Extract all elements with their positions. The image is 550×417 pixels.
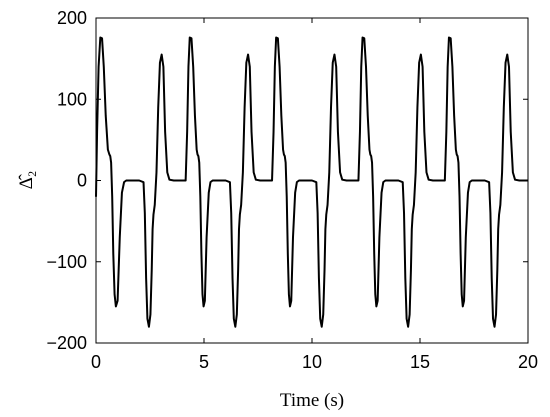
x-tick-labels: 0 5 10 15 20 bbox=[91, 352, 538, 372]
axis-ticks bbox=[95, 17, 529, 344]
x-tick-label: 10 bbox=[302, 352, 322, 372]
y-tick-label: 0 bbox=[77, 171, 87, 191]
x-tick-label: 15 bbox=[410, 352, 430, 372]
x-tick-label: 5 bbox=[199, 352, 209, 372]
y-axis-label: Δ̂₂ bbox=[16, 171, 37, 190]
y-tick-label: 200 bbox=[57, 8, 87, 28]
y-tick-labels: −200 −100 0 100 200 bbox=[46, 8, 87, 353]
x-tick-label: 20 bbox=[518, 352, 538, 372]
y-tick-label: 100 bbox=[57, 89, 87, 109]
y-tick-label: −200 bbox=[46, 333, 87, 353]
series-line bbox=[95, 36, 528, 328]
x-axis-label: Time (s) bbox=[280, 390, 344, 411]
y-tick-label: −100 bbox=[46, 252, 87, 272]
x-tick-label: 0 bbox=[91, 352, 101, 372]
